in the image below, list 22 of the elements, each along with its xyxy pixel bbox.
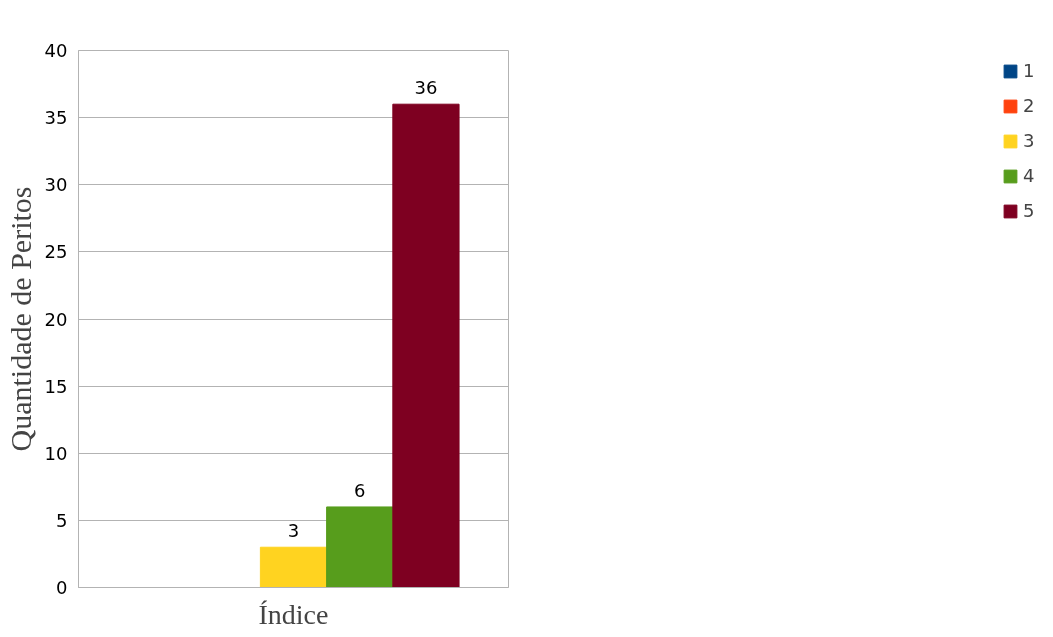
y-tick-label: 30 <box>44 174 68 196</box>
bar <box>259 546 328 588</box>
bar <box>392 103 460 588</box>
bar <box>326 506 394 588</box>
y-axis-title: Quantidade de Peritos <box>3 186 37 452</box>
y-tick-label: 15 <box>44 375 68 397</box>
legend-label: 2 <box>1023 95 1036 116</box>
legend-label: 1 <box>1023 60 1036 81</box>
legend-label: 4 <box>1023 165 1036 186</box>
y-tick-label: 40 <box>44 40 68 61</box>
y-tick-label: 5 <box>56 509 68 531</box>
legend-label: 3 <box>1023 130 1036 151</box>
y-tick-label: 20 <box>44 308 68 330</box>
y-tick-label: 10 <box>44 442 68 464</box>
y-tick-label: 25 <box>44 241 68 263</box>
data-label: 3 <box>287 520 300 542</box>
data-label: 36 <box>414 77 438 99</box>
y-tick-label: 0 <box>56 577 68 598</box>
data-label: 6 <box>353 479 366 501</box>
x-axis-title: Índice <box>258 598 329 630</box>
legend-label: 5 <box>1023 200 1036 221</box>
y-tick-label: 35 <box>44 107 68 129</box>
